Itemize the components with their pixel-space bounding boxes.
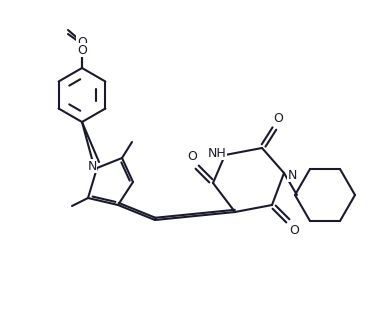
Text: O: O: [273, 111, 283, 124]
Text: N: N: [287, 169, 297, 181]
Text: N: N: [87, 159, 97, 172]
Text: O: O: [77, 44, 87, 57]
Text: O: O: [289, 223, 299, 236]
Text: O: O: [187, 149, 197, 163]
Text: O: O: [77, 36, 87, 49]
Text: NH: NH: [208, 147, 226, 159]
